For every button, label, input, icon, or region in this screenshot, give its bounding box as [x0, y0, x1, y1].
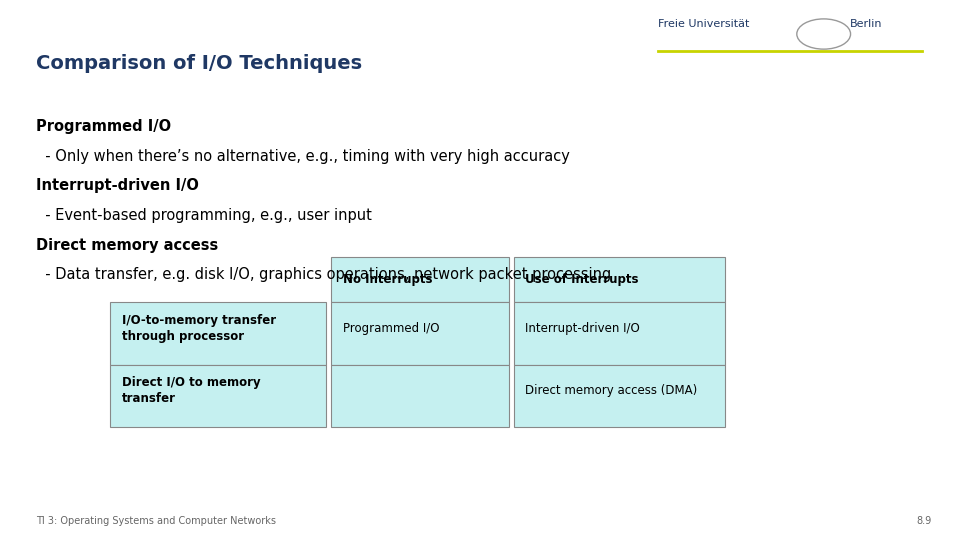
Text: Use of Interrupts: Use of Interrupts [525, 273, 638, 286]
FancyBboxPatch shape [110, 302, 326, 364]
Text: - Event-based programming, e.g., user input: - Event-based programming, e.g., user in… [36, 208, 372, 223]
FancyBboxPatch shape [514, 302, 725, 364]
Text: Programmed I/O: Programmed I/O [343, 322, 440, 335]
FancyBboxPatch shape [331, 364, 509, 427]
FancyBboxPatch shape [514, 256, 725, 302]
Text: Direct memory access (DMA): Direct memory access (DMA) [525, 384, 697, 397]
Text: Direct I/O to memory
transfer: Direct I/O to memory transfer [122, 376, 260, 406]
Text: TI 3: Operating Systems and Computer Networks: TI 3: Operating Systems and Computer Net… [36, 516, 276, 526]
FancyBboxPatch shape [331, 256, 509, 302]
Text: Comparison of I/O Techniques: Comparison of I/O Techniques [36, 54, 363, 73]
Text: Interrupt-driven I/O: Interrupt-driven I/O [525, 322, 640, 335]
FancyBboxPatch shape [110, 364, 326, 427]
FancyBboxPatch shape [331, 302, 509, 364]
Text: Direct memory access: Direct memory access [36, 238, 219, 253]
Text: - Data transfer, e.g. disk I/O, graphics operations, network packet processing: - Data transfer, e.g. disk I/O, graphics… [36, 267, 612, 282]
Text: I/O-to-memory transfer
through processor: I/O-to-memory transfer through processor [122, 314, 276, 343]
Text: No Interrupts: No Interrupts [343, 273, 432, 286]
Text: Interrupt-driven I/O: Interrupt-driven I/O [36, 178, 200, 193]
FancyBboxPatch shape [514, 364, 725, 427]
Text: Freie Universität: Freie Universität [658, 19, 749, 29]
Text: - Only when there’s no alternative, e.g., timing with very high accuracy: - Only when there’s no alternative, e.g.… [36, 148, 570, 164]
Text: Programmed I/O: Programmed I/O [36, 119, 172, 134]
Text: 8.9: 8.9 [916, 516, 931, 526]
Text: Berlin: Berlin [850, 19, 882, 29]
